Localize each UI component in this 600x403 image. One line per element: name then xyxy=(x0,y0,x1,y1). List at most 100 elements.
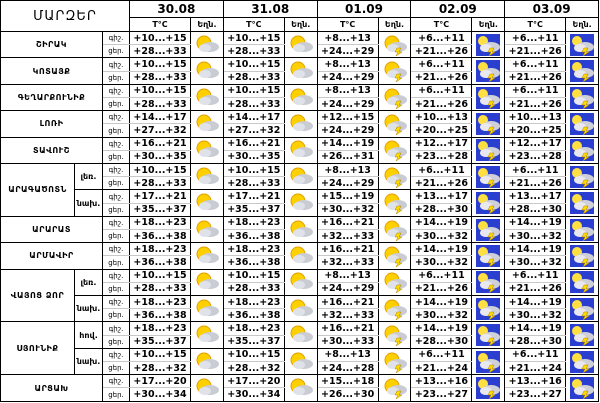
temperature: +28...+33 xyxy=(129,281,192,297)
temperature: +10...+15 xyxy=(129,30,192,46)
temperature: +28...+33 xyxy=(222,44,285,59)
time-label: ցեր. xyxy=(101,361,131,376)
weather-cell xyxy=(283,268,318,297)
weather-cell xyxy=(565,347,599,376)
temperature: +12...+17 xyxy=(504,136,567,151)
temperature: +36...+38 xyxy=(129,308,192,323)
weather-icon xyxy=(290,35,313,52)
temperature: +8...+13 xyxy=(316,163,379,178)
temp-header: T°C xyxy=(129,17,192,32)
forecast-line: ցեր. +28...+32 +28...+32 +24...+28 +21...+24… xyxy=(1,361,599,376)
region-name: ԿՈՏԱՅՔ xyxy=(0,57,103,85)
weather-cell xyxy=(471,110,506,138)
weather-icon xyxy=(384,299,407,320)
temperature: +14...+19 xyxy=(316,136,379,151)
region-name: ՇԻՐԱԿ xyxy=(0,30,103,59)
weather-cell xyxy=(377,163,412,191)
region-name: ԳԵՂԱՐՔՈՒՆԻՔ xyxy=(0,83,103,112)
temperature: +28...+33 xyxy=(129,97,192,112)
temperature: +24...+28 xyxy=(316,361,379,376)
weather-icon xyxy=(384,246,407,267)
weather-icon xyxy=(570,244,595,267)
temp-header: T°C xyxy=(504,17,567,32)
weather-icon xyxy=(384,325,407,347)
temperature: +35...+37 xyxy=(129,202,192,217)
subregion-name: հով. xyxy=(74,321,103,349)
weather-cell xyxy=(377,30,412,59)
temperature: +12...+15 xyxy=(316,110,379,125)
weather-icon xyxy=(570,377,595,400)
weather-cell xyxy=(283,30,318,59)
weather-cell xyxy=(190,295,224,323)
time-label: ցեր. xyxy=(101,387,131,402)
temperature: +21...+26 xyxy=(410,281,473,297)
temperature: +36...+38 xyxy=(222,255,285,270)
time-label: ցեր. xyxy=(101,281,131,297)
temperature: +13...+16 xyxy=(410,374,473,389)
weather-cell xyxy=(471,163,506,191)
weather-icon xyxy=(476,86,501,109)
weather-icon xyxy=(570,165,595,188)
temperature: +27...+32 xyxy=(222,123,285,138)
time-label: ցեր. xyxy=(101,149,131,165)
date: 01.09 xyxy=(316,0,412,18)
temperature: +10...+15 xyxy=(129,163,192,178)
temperature: +28...+30 xyxy=(504,202,567,217)
weather-cell xyxy=(565,242,599,270)
forecast-line: ցեր. +30...+34 +30...+34 +26...+30 +23...+27… xyxy=(1,387,599,402)
region-name: ՎԱՅՈՑ ՁՈՐ xyxy=(0,268,75,323)
time-label: ցեր. xyxy=(101,202,131,217)
temperature: +6...+11 xyxy=(504,83,567,99)
temperature: +21...+26 xyxy=(504,176,567,191)
weather-icon xyxy=(384,140,407,162)
temperature: +18...+23 xyxy=(129,242,192,257)
temperature: +21...+26 xyxy=(410,44,473,59)
weather-icon xyxy=(384,378,407,400)
temperature: +10...+15 xyxy=(222,83,285,99)
subregion-name: նախ. xyxy=(74,295,103,323)
temperature: +36...+38 xyxy=(129,229,192,244)
temperature: +18...+23 xyxy=(222,295,285,310)
weather-cell xyxy=(471,242,506,270)
temperature: +35...+37 xyxy=(222,202,285,217)
temperature: +18...+23 xyxy=(222,242,285,257)
weather-cell xyxy=(190,83,224,112)
weather-cell xyxy=(190,268,224,297)
weather-cell xyxy=(283,110,318,138)
table-body: ՇԻՐԱԿ գիշ. +10...+15 +10...+15 +8...+13 +6...… xyxy=(0,30,599,402)
temperature: +6...+11 xyxy=(410,347,473,363)
region-name: ԱՐԱՐԱՏ xyxy=(0,215,103,244)
weather-cell xyxy=(377,268,412,297)
weather-icon xyxy=(384,352,407,373)
time-label: ցեր. xyxy=(101,308,131,323)
temperature: +35...+37 xyxy=(129,334,192,349)
weather-icon xyxy=(290,246,313,263)
temperature: +30...+34 xyxy=(222,387,285,402)
temperature: +18...+23 xyxy=(129,295,192,310)
weather-icon xyxy=(570,60,595,83)
time-label: գիշ. xyxy=(101,189,131,204)
date: 02.09 xyxy=(410,0,506,18)
weather-cell xyxy=(471,321,506,349)
temperature: +13...+17 xyxy=(504,189,567,204)
weather-cell xyxy=(471,83,506,112)
weather-icon xyxy=(476,192,501,215)
temperature: +10...+15 xyxy=(129,83,192,99)
weather-icon xyxy=(476,218,501,241)
weather-icon xyxy=(384,35,407,56)
weather-cell xyxy=(565,57,599,85)
weather-cell xyxy=(471,295,506,323)
weather-icon xyxy=(290,193,313,211)
temp-header: T°C xyxy=(316,17,379,32)
temperature: +24...+29 xyxy=(316,70,379,85)
weather-icon xyxy=(196,246,219,263)
temperature: +21...+24 xyxy=(504,361,567,376)
header-row: ՄԱՐԶԵՐ 30.08 31.08 01.09 02.09 03.09 xyxy=(0,0,599,32)
weather-cell xyxy=(283,295,318,323)
time-label: գիշ. xyxy=(101,347,131,363)
temperature: +30...+33 xyxy=(316,334,379,349)
weather-cell xyxy=(471,30,506,59)
weather-icon xyxy=(196,325,219,343)
weather-icon xyxy=(384,61,407,83)
